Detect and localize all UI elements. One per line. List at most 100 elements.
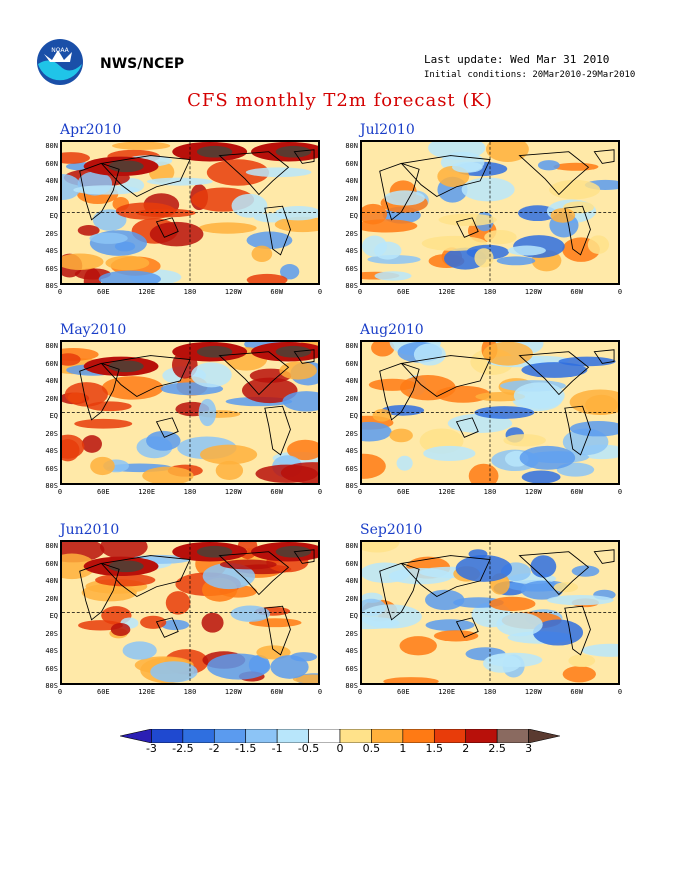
coastline xyxy=(518,151,590,196)
longitude-label: 60E xyxy=(397,488,410,496)
anomaly-blob xyxy=(64,382,108,407)
anomaly-blob xyxy=(520,580,564,600)
latitude-label: 20S xyxy=(45,629,58,638)
anomaly-blob xyxy=(136,208,196,218)
anomaly-blob xyxy=(547,594,614,606)
latitude-label: 80N xyxy=(45,542,58,550)
anomaly-blob xyxy=(362,421,392,442)
longitude-label: 0 xyxy=(317,488,323,496)
coastline xyxy=(155,417,179,438)
anomaly-blob xyxy=(89,232,128,244)
anomaly-blob xyxy=(569,421,618,437)
anomaly-blob xyxy=(468,463,499,483)
colorbar-swatch xyxy=(276,729,309,743)
anomaly-blob xyxy=(249,618,302,628)
anomaly-blob xyxy=(62,253,104,270)
anomaly-blob xyxy=(73,185,140,195)
anomaly-blob xyxy=(201,612,224,633)
latitude-label: 40S xyxy=(345,247,358,255)
longitude-label: 0 xyxy=(57,488,63,496)
anomaly-blob xyxy=(362,604,422,629)
longitude-label: 60W xyxy=(270,288,283,296)
anomaly-blob xyxy=(447,413,513,434)
anomaly-blob xyxy=(62,353,81,366)
latitude-label: 20S xyxy=(45,429,58,438)
colorbar-swatch xyxy=(182,729,215,743)
coastline xyxy=(79,362,120,421)
colorbar-swatch xyxy=(402,729,435,743)
longitude-label: 60W xyxy=(270,688,283,696)
anomaly-blob xyxy=(389,428,413,443)
initial-conditions-text: Initial conditions: 20Mar2010-29Mar2010 xyxy=(424,70,636,80)
anomaly-blob xyxy=(90,456,115,476)
longitude-label: 120W xyxy=(524,688,542,696)
anomaly-blob xyxy=(202,563,256,590)
coastline xyxy=(379,162,420,221)
panel-title: Aug2010 xyxy=(360,322,424,338)
anomaly-blob xyxy=(150,661,198,683)
anomaly-blob xyxy=(122,641,157,660)
coastline xyxy=(218,551,290,596)
coastline xyxy=(379,362,420,421)
anomaly-blob xyxy=(530,555,557,578)
anomaly-blob xyxy=(484,230,517,245)
anomaly-blob xyxy=(165,591,191,615)
anomaly-blob xyxy=(108,160,144,173)
anomaly-blob xyxy=(81,435,102,453)
colorbar-label: 0 xyxy=(336,742,344,755)
anomaly-blob xyxy=(362,219,418,233)
anomaly-blob xyxy=(413,343,446,366)
anomaly-blob xyxy=(533,619,584,646)
anomaly-blob xyxy=(274,216,318,233)
colorbar-label: -1.5 xyxy=(234,742,257,755)
latitude-label: 80N xyxy=(345,342,358,350)
forecast-map xyxy=(60,540,320,685)
latitude-label: 80S xyxy=(45,482,58,490)
latitude-label: 60N xyxy=(45,559,58,568)
colorbar-swatch xyxy=(213,729,247,743)
latitude-label: 20N xyxy=(345,594,358,603)
coastline xyxy=(455,217,479,238)
coastline xyxy=(593,349,615,364)
anomaly-blob xyxy=(384,190,425,206)
latitude-label: 40N xyxy=(45,377,58,385)
anomaly-blob xyxy=(77,225,100,236)
anomaly-blob xyxy=(571,565,600,577)
colorbar-swatch xyxy=(339,729,372,743)
anomaly-blob xyxy=(112,142,171,150)
latitude-label: EQ xyxy=(349,212,358,220)
coastline xyxy=(79,562,120,621)
latitude-label: 20S xyxy=(345,429,358,438)
coastline xyxy=(100,555,191,597)
svg-text:NOAA: NOAA xyxy=(51,47,69,54)
anomaly-blob xyxy=(140,615,167,629)
anomaly-blob xyxy=(219,559,277,570)
latitude-label: 80N xyxy=(45,342,58,350)
coastline xyxy=(379,562,420,621)
anomaly-blob xyxy=(485,142,529,163)
anomaly-blob xyxy=(438,213,497,226)
anomaly-blob xyxy=(198,222,257,234)
anomaly-blob xyxy=(362,453,386,479)
longitude-label: 120W xyxy=(524,288,542,296)
anomaly-blob xyxy=(196,545,233,558)
longitude-label: 60E xyxy=(397,688,410,696)
anomaly-blob xyxy=(200,444,258,465)
anomaly-blob xyxy=(92,209,127,231)
anomaly-blob xyxy=(513,382,565,409)
longitude-label: 0 xyxy=(57,688,63,696)
latitude-label: EQ xyxy=(349,612,358,620)
anomaly-blob xyxy=(521,362,588,378)
panel-title: Jun2010 xyxy=(60,522,120,538)
anomaly-blob xyxy=(62,439,80,462)
anomaly-blob xyxy=(256,645,291,660)
anomaly-blob xyxy=(62,173,81,201)
latitude-label: EQ xyxy=(349,412,358,420)
anomaly-blob xyxy=(421,235,487,252)
coastline xyxy=(400,355,491,397)
longitude-label: 120E xyxy=(438,688,456,696)
latitude-label: 40N xyxy=(345,377,358,385)
anomaly-blob xyxy=(275,545,312,558)
anomaly-blob xyxy=(461,177,515,202)
anomaly-blob xyxy=(568,654,596,668)
